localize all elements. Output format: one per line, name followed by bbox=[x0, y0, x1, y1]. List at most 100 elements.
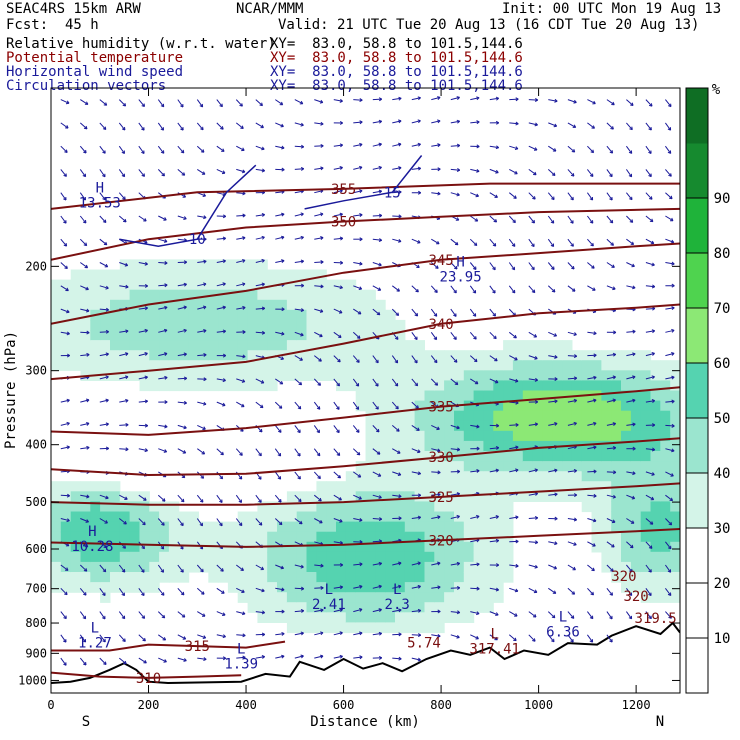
humidity-cell bbox=[168, 289, 180, 301]
vector-arrowhead bbox=[180, 103, 184, 108]
vector-arrowhead bbox=[180, 569, 184, 573]
vector-arrow bbox=[665, 329, 675, 333]
humidity-cell bbox=[571, 370, 583, 381]
vector-arrowhead bbox=[573, 542, 577, 546]
humidity-cell bbox=[552, 410, 563, 422]
humidity-cell bbox=[100, 501, 111, 513]
vector-arrow bbox=[314, 609, 324, 613]
vector-arrow bbox=[275, 260, 285, 263]
vector-arrow bbox=[625, 145, 633, 154]
humidity-cell bbox=[267, 319, 278, 331]
humidity-cell bbox=[581, 420, 593, 432]
vector-arrow bbox=[489, 285, 496, 294]
humidity-cell bbox=[444, 561, 455, 573]
humidity-cell bbox=[237, 370, 249, 381]
humidity-cell bbox=[296, 592, 308, 603]
vector-arrowhead bbox=[609, 196, 613, 201]
vector-arrow bbox=[118, 169, 126, 177]
vector-arrowhead bbox=[297, 475, 301, 480]
vector-arrow bbox=[196, 518, 203, 527]
vector-arrow bbox=[216, 448, 224, 456]
vector-arrow bbox=[274, 448, 282, 457]
vector-arrowhead bbox=[66, 445, 70, 450]
humidity-cell bbox=[483, 360, 494, 371]
extremum-low-marker: L bbox=[237, 641, 245, 657]
humidity-cell bbox=[365, 289, 376, 301]
humidity-cell bbox=[444, 582, 455, 593]
vector-arrow bbox=[450, 145, 460, 147]
vector-arrowhead bbox=[300, 144, 305, 149]
vector-arrow bbox=[255, 587, 265, 592]
vector-arrow bbox=[255, 168, 265, 172]
vector-arrowhead bbox=[534, 355, 538, 360]
vector-arrowhead bbox=[318, 497, 322, 502]
vector-arrow bbox=[587, 262, 595, 269]
vector-arrowhead bbox=[531, 219, 535, 224]
humidity-cell bbox=[375, 451, 386, 462]
humidity-cell bbox=[601, 531, 612, 543]
humidity-cell bbox=[532, 430, 543, 442]
vector-arrow bbox=[508, 192, 517, 199]
vector-arrow bbox=[528, 634, 536, 642]
humidity-cell bbox=[70, 572, 82, 583]
humidity-fill bbox=[51, 259, 680, 634]
vector-arrowhead bbox=[417, 190, 422, 195]
humidity-cell bbox=[129, 259, 140, 271]
humidity-cell bbox=[129, 350, 140, 361]
vector-arrowhead bbox=[299, 357, 303, 361]
vector-arrow bbox=[216, 471, 223, 480]
vector-arrowhead bbox=[475, 635, 479, 640]
extremum-value: 6.36 bbox=[546, 624, 580, 640]
vector-arrow bbox=[625, 169, 633, 178]
humidity-cell bbox=[395, 430, 406, 442]
vector-arrow bbox=[177, 634, 186, 640]
humidity-cell bbox=[581, 430, 593, 442]
humidity-cell bbox=[326, 602, 337, 613]
humidity-cell bbox=[591, 390, 602, 402]
humidity-cell bbox=[591, 461, 602, 472]
vector-arrowhead bbox=[64, 567, 69, 571]
vector-arrowhead bbox=[82, 639, 87, 643]
humidity-cell bbox=[473, 471, 484, 482]
vector-arrow bbox=[158, 306, 168, 310]
vector-arrow bbox=[352, 401, 360, 410]
humidity-cell bbox=[100, 592, 111, 603]
humidity-cell bbox=[316, 319, 327, 331]
humidity-cell bbox=[257, 380, 268, 392]
humidity-cell bbox=[532, 390, 543, 402]
vector-arrowhead bbox=[203, 237, 207, 242]
humidity-cell bbox=[424, 501, 435, 513]
humidity-cell bbox=[110, 582, 121, 593]
vector-arrow bbox=[294, 518, 303, 525]
humidity-cell bbox=[316, 541, 327, 553]
vector-arrow bbox=[606, 447, 616, 450]
humidity-cell bbox=[640, 430, 652, 442]
vector-arrowhead bbox=[121, 592, 125, 597]
vector-arrow bbox=[489, 469, 499, 473]
humidity-cell bbox=[375, 481, 386, 492]
vector-arrowhead bbox=[456, 610, 461, 615]
humidity-cell bbox=[257, 501, 268, 513]
humidity-cell bbox=[257, 299, 268, 311]
vector-arrow bbox=[197, 611, 206, 617]
humidity-cell bbox=[296, 572, 308, 583]
humidity-cell bbox=[522, 420, 534, 432]
humidity-cell bbox=[257, 370, 268, 381]
vector-arrow bbox=[196, 145, 205, 153]
humidity-cell bbox=[277, 551, 288, 563]
humidity-cell bbox=[129, 541, 140, 553]
humidity-cell bbox=[493, 400, 504, 412]
vector-arrowhead bbox=[668, 615, 672, 619]
vector-arrow bbox=[255, 307, 265, 310]
humidity-cell bbox=[159, 330, 170, 341]
vector-arrow bbox=[392, 657, 402, 660]
humidity-cell bbox=[247, 582, 258, 593]
theta-contour-label: 320 bbox=[428, 533, 453, 549]
humidity-cell bbox=[660, 582, 671, 593]
humidity-cell bbox=[208, 561, 219, 573]
vector-arrow bbox=[99, 331, 109, 333]
humidity-cell bbox=[316, 360, 327, 371]
vector-arrow bbox=[450, 168, 460, 171]
humidity-cell bbox=[110, 521, 121, 533]
vector-arrowhead bbox=[495, 515, 499, 519]
